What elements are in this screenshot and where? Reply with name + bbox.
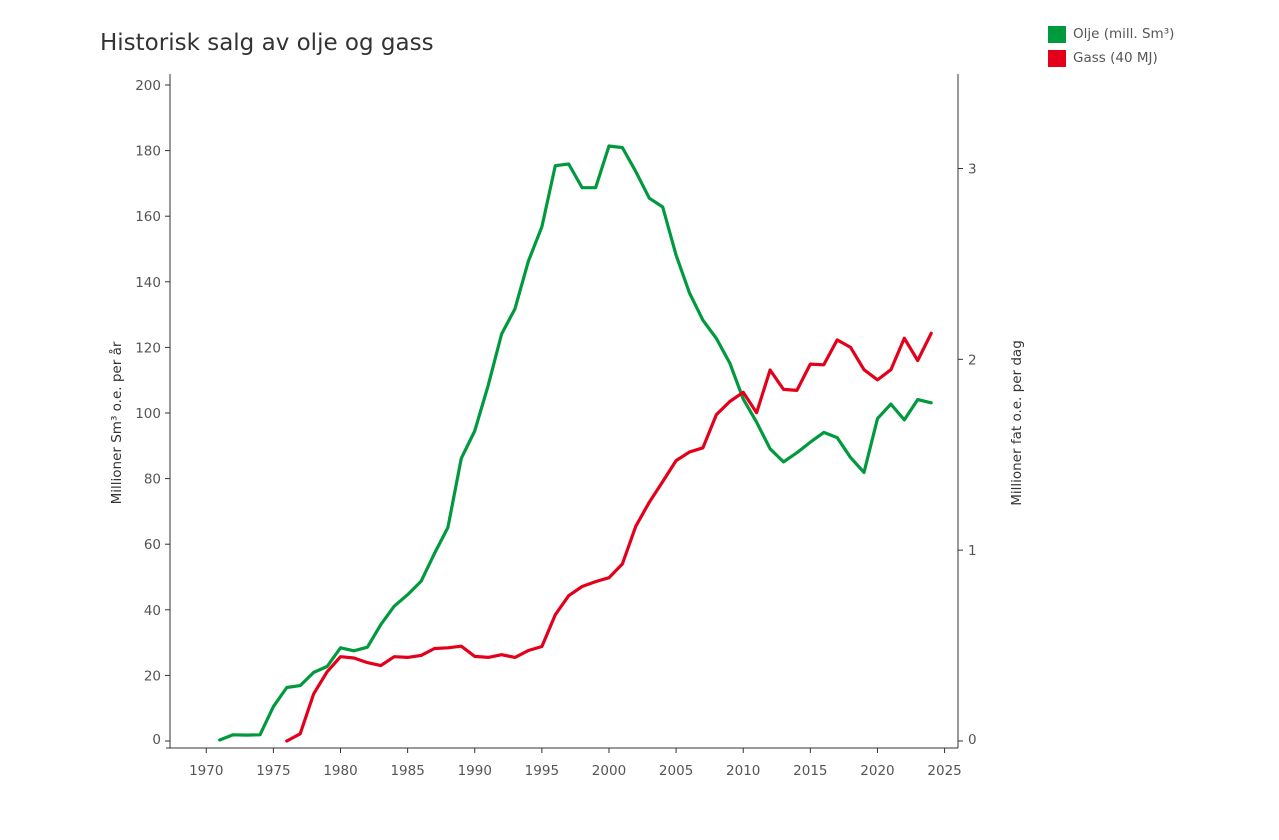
x-tick-label: 1970 — [189, 763, 223, 779]
y-right-tick-label: 2 — [968, 352, 977, 368]
legend-item-olje[interactable]: Olje (mill. Sm³) — [1048, 22, 1174, 46]
y-tick-label: 20 — [144, 668, 161, 684]
legend-swatch-olje — [1048, 25, 1066, 43]
y-tick-label: 160 — [135, 209, 161, 225]
series-line-gass — [285, 331, 933, 743]
y-tick-label: 80 — [144, 472, 161, 488]
y-right-tick-label: 1 — [968, 543, 977, 559]
y-tick-label: 60 — [144, 537, 161, 553]
x-tick-label: 1980 — [323, 763, 357, 779]
y-right-tick-label: 3 — [968, 161, 977, 177]
y-right-tick-label: 0 — [968, 732, 977, 748]
y-axis-title: Millioner Sm³ o.e. per år — [108, 341, 125, 504]
series-line-olje — [218, 144, 933, 742]
x-tick-label: 2005 — [659, 763, 693, 779]
x-tick-label: 2015 — [793, 763, 827, 779]
x-tick-label: 1995 — [525, 763, 559, 779]
x-tick-label: 2000 — [592, 763, 626, 779]
x-tick-label: 2010 — [726, 763, 760, 779]
legend-label-gass: Gass (40 MJ) — [1073, 50, 1158, 66]
y-tick-label: 140 — [135, 275, 161, 291]
y-tick-label: 120 — [135, 340, 161, 356]
y-tick-label: 200 — [135, 78, 161, 94]
chart-title: Historisk salg av olje og gass — [100, 30, 434, 56]
legend: Olje (mill. Sm³) Gass (40 MJ) — [1048, 22, 1174, 70]
x-tick-label: 1975 — [256, 763, 290, 779]
x-tick-label: 2025 — [927, 763, 961, 779]
x-tick-label: 1990 — [458, 763, 492, 779]
legend-item-gass[interactable]: Gass (40 MJ) — [1048, 46, 1174, 70]
y-tick-label: 100 — [135, 406, 161, 422]
y-tick-label: 180 — [135, 144, 161, 160]
y-axis-title-right: Millioner fat o.e. per dag — [1009, 340, 1025, 506]
legend-label-olje: Olje (mill. Sm³) — [1073, 26, 1175, 42]
x-tick-label: 2020 — [860, 763, 894, 779]
legend-swatch-gass — [1048, 49, 1066, 67]
y-tick-label: 0 — [152, 732, 161, 748]
x-tick-label: 1985 — [390, 763, 424, 779]
y-tick-label: 40 — [144, 603, 161, 619]
